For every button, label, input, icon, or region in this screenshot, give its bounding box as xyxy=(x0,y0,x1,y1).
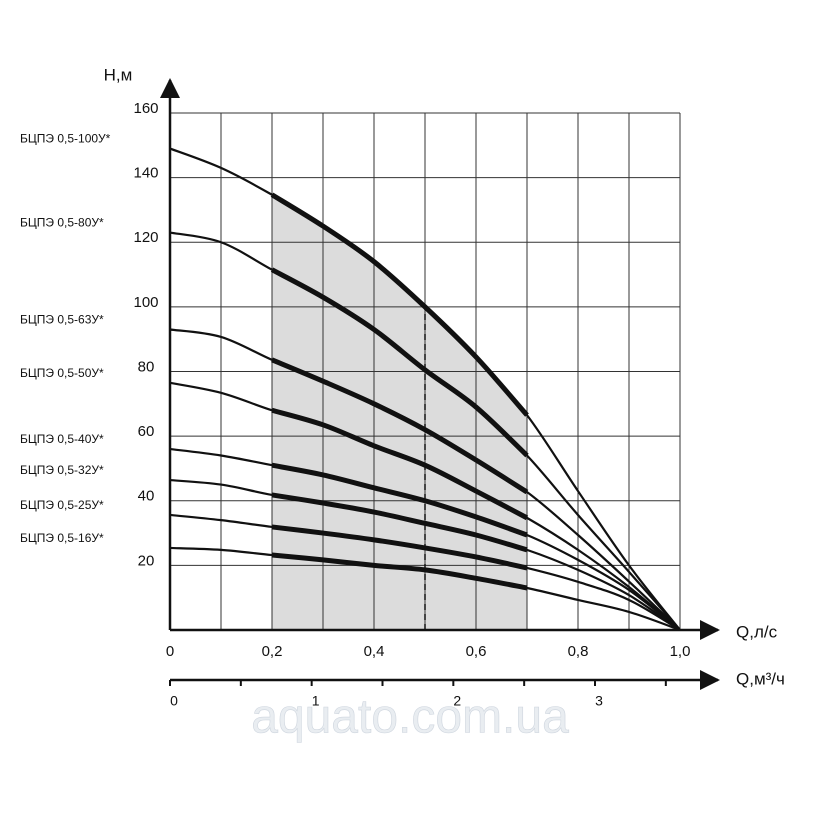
x-tick-label: 1,0 xyxy=(670,643,691,660)
x-tick-label: 0,4 xyxy=(364,643,385,660)
legend-label: БЦПЭ 0,5-25У* xyxy=(20,498,104,512)
working-segment xyxy=(270,192,529,417)
working-range-area xyxy=(272,194,527,631)
y-tick-label: 80 xyxy=(138,358,155,375)
legend-label: БЦПЭ 0,5-32У* xyxy=(20,463,104,477)
x-tick-label: 0 xyxy=(166,643,174,660)
working-segment xyxy=(271,552,528,591)
x-tick-label: 0,8 xyxy=(568,643,589,660)
y-tick-label: 160 xyxy=(133,100,158,117)
y-tick-label: 120 xyxy=(133,229,158,246)
legend-label: БЦПЭ 0,5-40У* xyxy=(20,432,104,446)
x2-tick-label: 2 xyxy=(453,693,461,709)
legend-label: БЦПЭ 0,5-63У* xyxy=(20,313,104,327)
x-tick-label: 0,2 xyxy=(262,643,283,660)
y-tick-label: 140 xyxy=(133,165,158,182)
legend-label: БЦПЭ 0,5-80У* xyxy=(20,216,104,230)
y-tick-label: 100 xyxy=(133,294,158,311)
x2-tick-label: 3 xyxy=(595,693,603,709)
y-tick-label: 20 xyxy=(138,552,155,569)
y-axis-label: H,м xyxy=(104,65,133,84)
x-tick-label: 0,6 xyxy=(466,643,487,660)
working-segment xyxy=(271,462,528,538)
working-segment xyxy=(271,524,528,571)
watermark: aquato.com.ua xyxy=(251,691,569,744)
legend-label: БЦПЭ 0,5-100У* xyxy=(20,132,111,146)
working-segment xyxy=(271,492,528,553)
x2-axis-label: Q,м³/ч xyxy=(736,669,785,688)
y-tick-label: 40 xyxy=(138,488,155,505)
x2-tick-label: 1 xyxy=(312,693,320,709)
working-segment xyxy=(271,407,529,521)
y-tick-label: 60 xyxy=(138,423,155,440)
working-segment xyxy=(270,267,529,458)
plot-background xyxy=(272,194,527,631)
x2-tick-label: 0 xyxy=(170,693,178,709)
legend-label: БЦПЭ 0,5-50У* xyxy=(20,366,104,380)
x-axis-label: Q,л/с xyxy=(736,622,778,641)
working-segment xyxy=(271,357,529,495)
legend-label: БЦПЭ 0,5-16У* xyxy=(20,531,104,545)
